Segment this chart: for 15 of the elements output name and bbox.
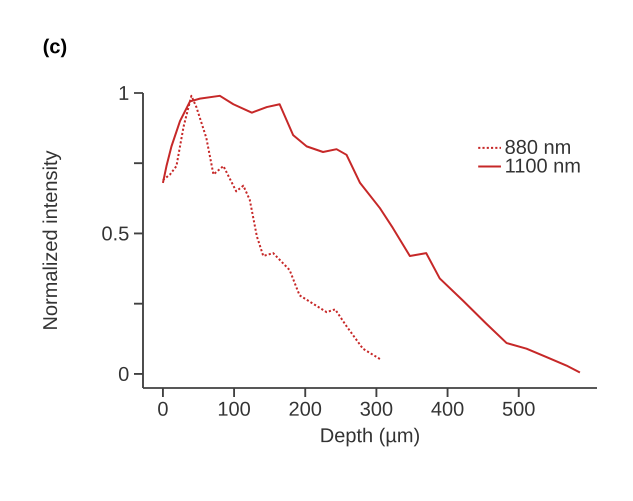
- x-tick-label: 0: [158, 402, 168, 416]
- x-tick-label: 400: [431, 402, 464, 416]
- x-tick-label: 300: [360, 402, 392, 416]
- x-tick-label: 500: [502, 402, 535, 416]
- y-tick-label: 0.5: [102, 226, 128, 241]
- legend-label: 880 nm: [506, 140, 570, 154]
- y-tick-label: 1: [120, 86, 128, 100]
- y-axis-title: Normalized intensity: [42, 150, 62, 329]
- x-tick-label: 100: [218, 402, 250, 416]
- chart-title: (c): [44, 38, 66, 58]
- legend-label: 1100 nm: [506, 158, 580, 173]
- y-tick-label: 0: [118, 366, 128, 382]
- line-series: [162, 94, 581, 374]
- x-axis-title: Depth (µm): [321, 428, 419, 446]
- x-tick-label: 200: [290, 402, 322, 416]
